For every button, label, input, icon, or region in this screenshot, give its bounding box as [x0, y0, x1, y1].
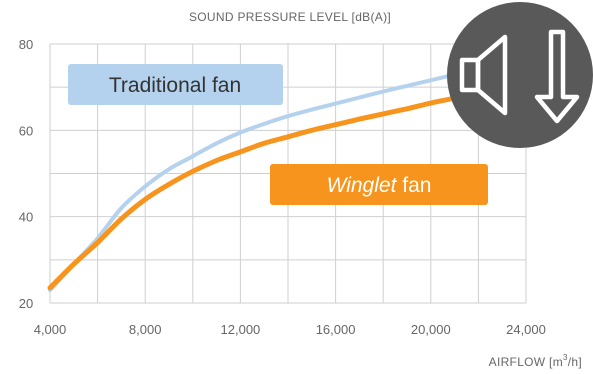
traditional-fan-label: Traditional fan [68, 64, 283, 105]
winglet-fan-label-text: Winglet fan [327, 174, 432, 197]
winglet-fan-label: Winglet fan [270, 164, 488, 205]
winglet-rest: fan [396, 174, 431, 197]
x-tick-label: 8,000 [129, 322, 162, 337]
x-tick-label: 12,000 [221, 322, 261, 337]
series-lines [47, 67, 481, 293]
series-line-winglet-fan [47, 89, 481, 291]
series-line-traditional-fan [48, 67, 481, 293]
x-tick-label: 24,000 [506, 322, 546, 337]
speaker-volume-down-icon [447, 2, 593, 148]
winglet-italic: Winglet [327, 174, 398, 197]
chart-title: SOUND PRESSURE LEVEL [dB(A)] [189, 10, 391, 24]
y-axis-ticks: 20 40 60 80 [19, 37, 33, 311]
y-tick-label: 20 [19, 296, 33, 311]
x-axis-label: AIRFLOW [m3/h] [489, 353, 582, 369]
y-tick-label: 40 [19, 210, 33, 225]
x-axis-ticks: 4,000 8,000 12,000 16,000 20,000 24,000 [34, 322, 546, 337]
x-tick-label: 20,000 [411, 322, 451, 337]
x-tick-label: 4,000 [34, 322, 67, 337]
y-tick-label: 80 [19, 37, 33, 52]
y-tick-label: 60 [19, 123, 33, 138]
traditional-fan-label-text: Traditional fan [109, 74, 241, 97]
x-tick-label: 16,000 [316, 322, 356, 337]
